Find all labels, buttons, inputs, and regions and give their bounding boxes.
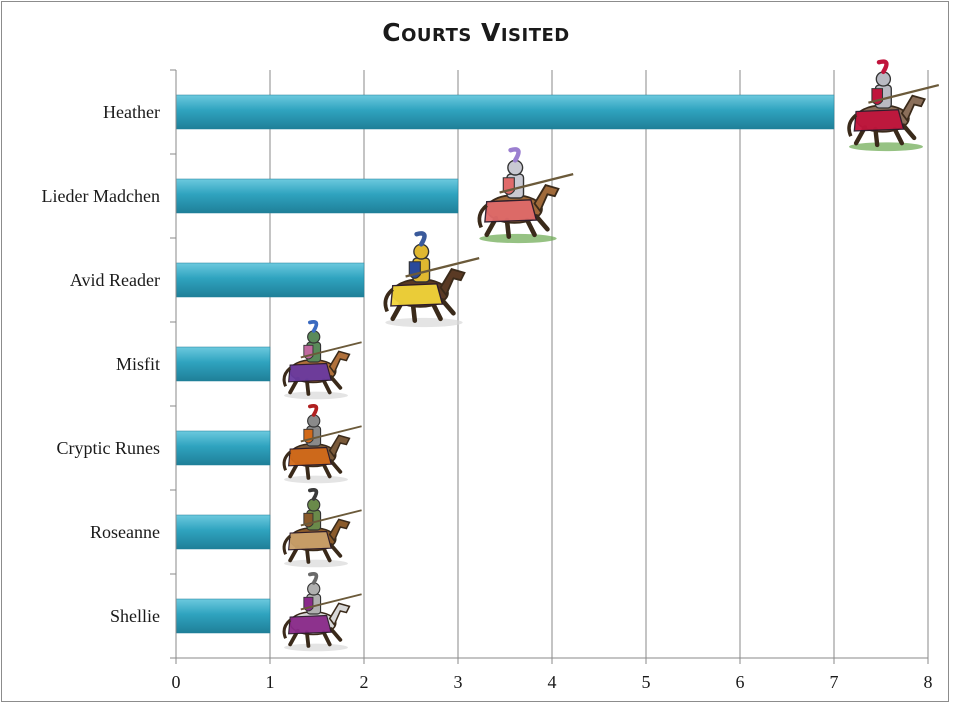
jousting-knight-icon — [477, 147, 574, 244]
x-tick-label: 0 — [172, 672, 181, 692]
bar-lieder-madchen — [175, 178, 459, 214]
x-tick-label: 8 — [924, 672, 933, 692]
bar-cryptic-runes — [175, 430, 271, 466]
jousting-knight-icon — [383, 231, 480, 328]
x-tick-label: 6 — [736, 672, 745, 692]
category-label: Cryptic Runes — [57, 438, 161, 458]
x-tick-label: 4 — [548, 672, 557, 692]
category-label: Misfit — [116, 354, 160, 374]
jousting-knight-icon — [282, 487, 362, 568]
bar-misfit — [175, 346, 271, 382]
x-tick-label: 7 — [830, 672, 839, 692]
category-label: Shellie — [110, 606, 160, 626]
category-label: Avid Reader — [70, 270, 160, 290]
x-tick-label: 5 — [642, 672, 651, 692]
knight-icons — [282, 59, 940, 652]
jousting-knight-icon — [282, 403, 362, 484]
bar-chart: 0 1 2 3 4 5 6 7 8 Heather Lieder Madchen Avid Reade… — [42, 59, 940, 692]
jousting-knight-icon — [847, 59, 940, 152]
bar-avid-reader — [175, 262, 365, 298]
category-label: Lieder Madchen — [42, 186, 160, 206]
bar-roseanne — [175, 514, 271, 550]
bars — [175, 94, 835, 634]
chart-title: Courts Visited — [382, 18, 570, 47]
gridlines — [269, 70, 929, 658]
x-tick-label: 3 — [454, 672, 463, 692]
axes — [170, 69, 929, 664]
x-tick-label: 2 — [360, 672, 369, 692]
x-tick-label: 1 — [266, 672, 275, 692]
category-label: Heather — [103, 102, 160, 122]
jousting-knight-icon — [282, 571, 362, 652]
jousting-knight-icon — [282, 319, 362, 400]
bar-shellie — [175, 598, 271, 634]
bar-heather — [175, 94, 835, 130]
category-label: Roseanne — [90, 522, 160, 542]
labels: 0 1 2 3 4 5 6 7 8 Heather Lieder Madchen Avid Reade… — [42, 102, 933, 692]
